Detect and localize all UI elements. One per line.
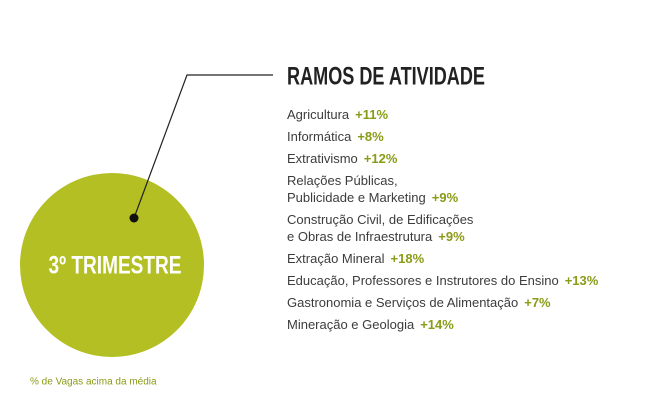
quarter-circle [20,173,204,357]
item-line: Mineração e Geologia +14% [287,317,454,332]
item-label: e Obras de Infraestrutura [287,229,433,244]
item-line: Agricultura +11% [287,107,388,122]
item-label: Construção Civil, de Edificações [287,212,474,227]
item-line: Extração Mineral +18% [287,251,425,266]
item-value: +8% [357,129,384,144]
activity-list: Agricultura +11%Informática +8% Extrativism… [287,107,599,332]
item-value: +14% [420,317,454,332]
item-value: +18% [391,251,425,266]
item-line: e Obras de Infraestrutura +9% [287,229,465,244]
title: RAMOS DE ATIVIDADE [287,63,485,91]
item-value: +13% [565,273,599,288]
item-label: Extração Mineral [287,251,385,266]
item-label: Publicidade e Marketing [287,190,426,205]
item-line: Publicidade e Marketing +9% [287,190,459,205]
item-label: Gastronomia e Serviços de Alimentação [287,295,518,310]
item-line: Construção Civil, de Edificações [287,212,474,227]
item-label: Informática [287,129,352,144]
item-line: Gastronomia e Serviços de Alimentação +7% [287,295,551,310]
item-value: +7% [524,295,551,310]
item-value: +11% [355,107,388,122]
connector-dot [129,213,139,223]
item-value: +9% [432,190,459,205]
circle-label: 3º TRIMESTRE [49,252,182,280]
item-label: Relações Públicas, [287,173,398,188]
item-value: +12% [364,151,398,166]
item-line: Extrativismo +12% [287,151,398,166]
item-value: +9% [438,229,465,244]
item-line: Relações Públicas, [287,173,398,188]
item-line: Educação, Professores e Instrutores do E… [287,273,599,288]
item-label: Mineração e Geologia [287,317,415,332]
item-label: Agricultura [287,107,350,122]
item-line: Informática +8% [287,129,384,144]
item-label: Educação, Professores e Instrutores do E… [287,273,559,288]
connector-line [133,74,273,219]
item-label: Extrativismo [287,151,358,166]
footnote: % de Vagas acima da média [30,377,157,388]
